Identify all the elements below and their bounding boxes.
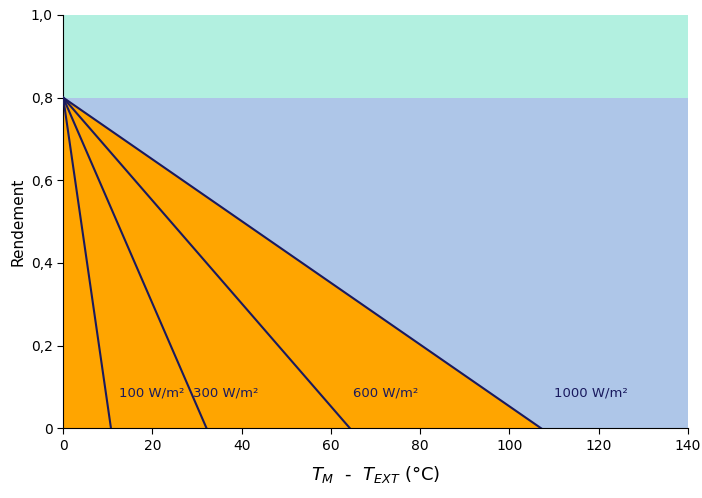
Bar <box>63 98 688 428</box>
Text: 600 W/m²: 600 W/m² <box>353 386 418 399</box>
Text: 100 W/m²: 100 W/m² <box>119 386 185 399</box>
Bar <box>63 15 688 98</box>
X-axis label: $T_M$  -  $T_{EXT}$ (°C): $T_M$ - $T_{EXT}$ (°C) <box>311 464 440 485</box>
Text: 1000 W/m²: 1000 W/m² <box>554 386 628 399</box>
Polygon shape <box>63 98 541 428</box>
Y-axis label: Rendement: Rendement <box>11 177 25 266</box>
Text: 300 W/m²: 300 W/m² <box>192 386 258 399</box>
